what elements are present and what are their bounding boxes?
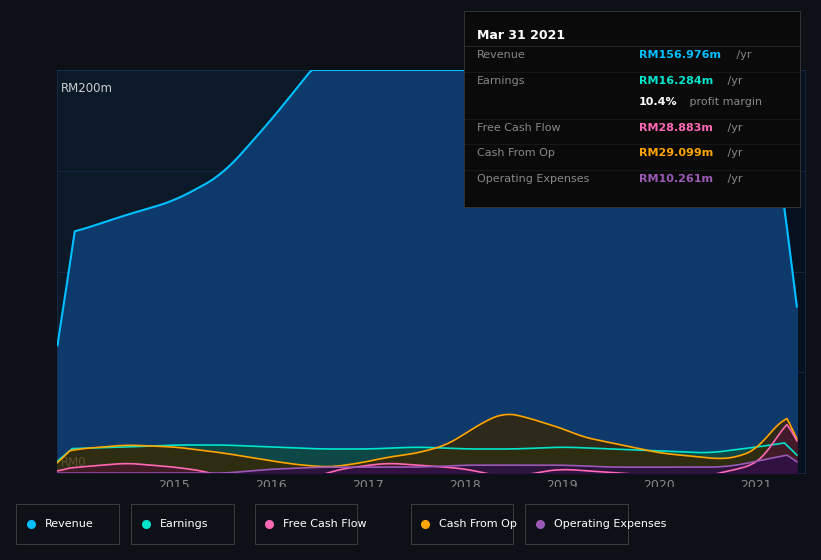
- Text: /yr: /yr: [724, 148, 742, 158]
- Text: 10.4%: 10.4%: [639, 97, 677, 108]
- Text: RM156.976m: RM156.976m: [639, 50, 721, 60]
- Text: RM0: RM0: [62, 456, 87, 469]
- Text: RM200m: RM200m: [62, 82, 113, 95]
- Text: /yr: /yr: [724, 174, 742, 184]
- Text: Operating Expenses: Operating Expenses: [554, 519, 667, 529]
- Text: Revenue: Revenue: [477, 50, 526, 60]
- Text: RM16.284m: RM16.284m: [639, 76, 713, 86]
- Text: Cash From Op: Cash From Op: [439, 519, 517, 529]
- Bar: [699, 70, 805, 473]
- Text: Operating Expenses: Operating Expenses: [477, 174, 589, 184]
- Text: Earnings: Earnings: [160, 519, 209, 529]
- Text: RM28.883m: RM28.883m: [639, 123, 713, 133]
- Text: Mar 31 2021: Mar 31 2021: [477, 29, 566, 42]
- Text: RM29.099m: RM29.099m: [639, 148, 713, 158]
- Text: Free Cash Flow: Free Cash Flow: [283, 519, 367, 529]
- Text: RM10.261m: RM10.261m: [639, 174, 713, 184]
- Text: /yr: /yr: [724, 123, 742, 133]
- Text: /yr: /yr: [733, 50, 752, 60]
- Text: Free Cash Flow: Free Cash Flow: [477, 123, 561, 133]
- Text: Cash From Op: Cash From Op: [477, 148, 555, 158]
- Text: profit margin: profit margin: [686, 97, 762, 108]
- Text: /yr: /yr: [724, 76, 742, 86]
- Text: Revenue: Revenue: [45, 519, 94, 529]
- Text: Earnings: Earnings: [477, 76, 525, 86]
